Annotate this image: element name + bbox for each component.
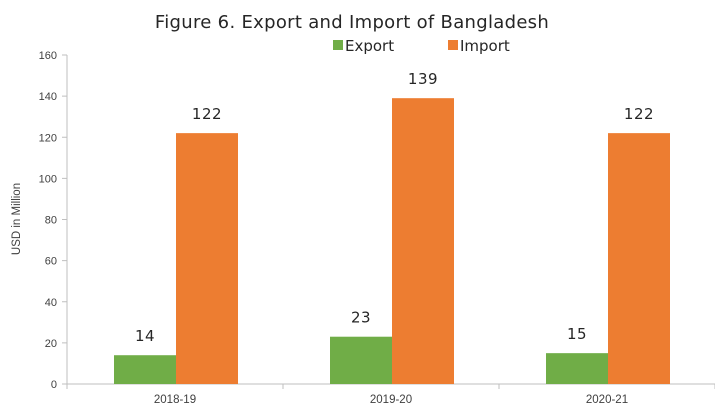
y-tick-label: 60 [45, 256, 57, 268]
data-label-import-2020-21: 122 [624, 105, 654, 123]
y-tick-label: 140 [39, 91, 57, 103]
x-tick-label: 2018-19 [154, 394, 196, 406]
y-axis-label: USD in Million [11, 183, 23, 255]
bar-export-2019-20 [330, 336, 392, 384]
legend-swatch-import [448, 40, 458, 50]
bar-import-2018-19 [176, 133, 238, 384]
data-label-import-2019-20: 139 [408, 70, 438, 88]
y-tick-label: 100 [39, 173, 57, 185]
data-label-export-2019-20: 23 [351, 309, 371, 327]
y-tick-label: 160 [39, 50, 57, 62]
bar-export-2020-21 [546, 353, 608, 384]
bar-import-2019-20 [392, 98, 454, 385]
x-tick-label: 2020-21 [586, 394, 628, 406]
legend: Export Import [333, 37, 510, 55]
y-tick-label: 20 [45, 338, 57, 350]
y-tick-label: 40 [45, 297, 57, 309]
data-label-import-2018-19: 122 [192, 105, 222, 123]
bar-import-2020-21 [608, 133, 670, 384]
data-label-export-2018-19: 14 [135, 327, 155, 345]
x-tick-label: 2019-20 [370, 394, 412, 406]
legend-swatch-export [333, 40, 343, 50]
legend-label-export: Export [345, 37, 394, 55]
y-tick-label: 80 [45, 215, 57, 227]
y-tick-label: 0 [51, 379, 57, 391]
plot-area: 0 20 40 60 80 100 120 140 160 14 122 2018-19 23 139 20… [39, 50, 715, 406]
bar-export-2018-19 [114, 355, 176, 384]
data-label-export-2020-21: 15 [567, 325, 587, 343]
chart-title: Figure 6. Export and Import of Banglades… [155, 12, 549, 33]
legend-label-import: Import [460, 37, 510, 55]
y-tick-label: 120 [39, 132, 57, 144]
